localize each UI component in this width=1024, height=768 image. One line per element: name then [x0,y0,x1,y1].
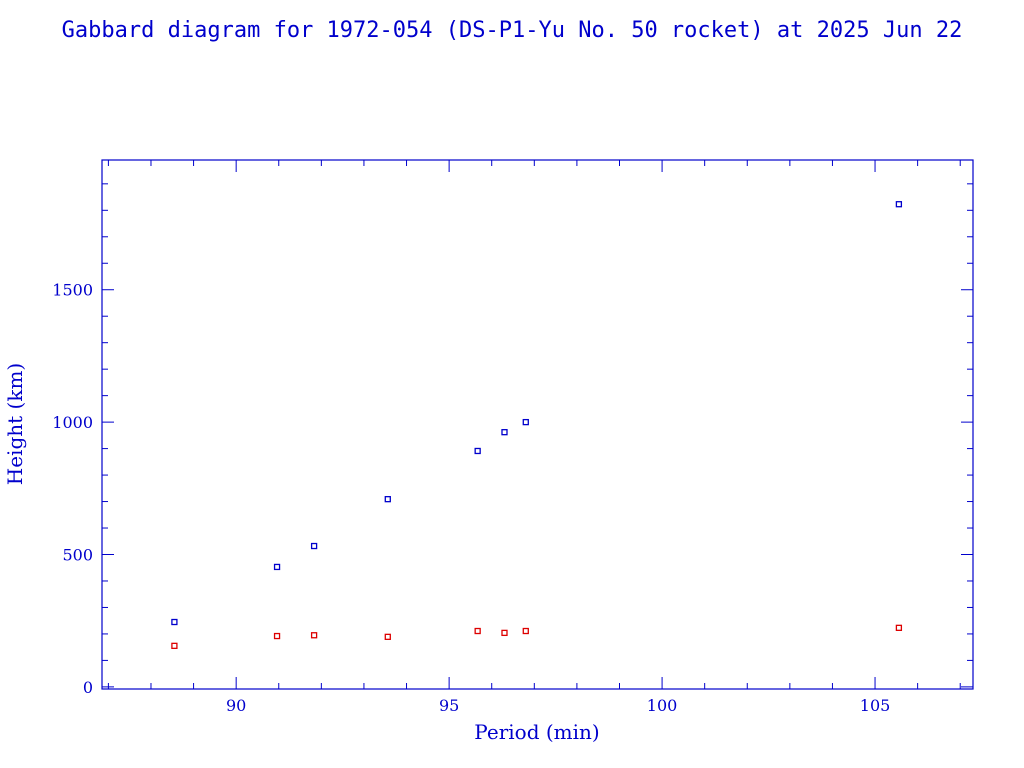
y-tick-labels: 0 500 1000 1500 [52,281,93,697]
data-point-apogee [474,447,481,455]
x-tick-label: 95 [439,696,459,715]
plot-frame [101,159,974,690]
chart-title: Gabbard diagram for 1972-054 (DS-P1-Yu N… [62,18,963,43]
x-tick-labels: 90 95 100 105 [226,696,890,715]
data-points [171,201,903,649]
x-tick-label: 100 [647,696,678,715]
data-point-perigee [501,629,508,637]
data-point-apogee [310,542,318,550]
data-point-apogee [522,418,529,426]
y-tick-label: 1500 [52,281,93,300]
x-axis-label: Period (min) [474,720,599,744]
data-point-apogee [501,429,508,436]
y-axis-label: Height (km) [3,363,27,485]
x-tick-label: 90 [226,696,246,715]
y-tick-label: 500 [62,545,93,564]
data-point-perigee [895,624,903,631]
data-point-perigee [522,627,529,635]
x-tick-label: 105 [860,696,891,715]
y-tick-label: 1000 [52,413,93,432]
axis-ticks [102,160,973,689]
y-tick-label: 0 [83,678,93,697]
data-point-apogee [384,496,391,503]
data-point-apogee [895,201,903,208]
data-point-perigee [171,642,178,649]
data-point-perigee [384,633,391,640]
data-point-perigee [474,627,481,635]
data-point-apogee [171,618,178,626]
data-point-apogee [273,563,281,571]
data-point-perigee [273,632,281,640]
data-point-perigee [310,632,318,639]
